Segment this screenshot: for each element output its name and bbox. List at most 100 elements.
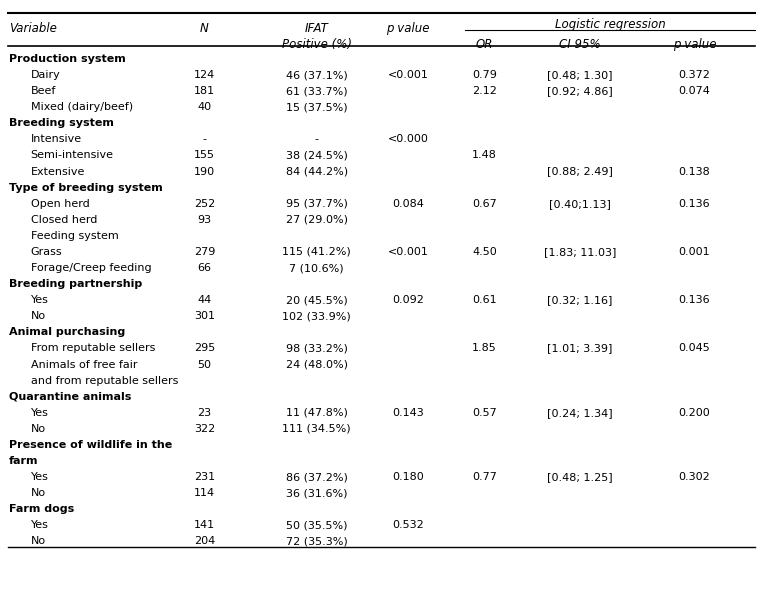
Text: 0.136: 0.136 [678, 295, 710, 305]
Text: 98 (33.2%): 98 (33.2%) [285, 343, 348, 353]
Text: [0.92; 4.86]: [0.92; 4.86] [547, 86, 613, 96]
Text: Breeding system: Breeding system [9, 118, 114, 128]
Text: Production system: Production system [9, 54, 126, 64]
Text: Animals of free fair: Animals of free fair [31, 359, 137, 370]
Text: Positive (%): Positive (%) [282, 38, 352, 51]
Text: 20 (45.5%): 20 (45.5%) [286, 295, 347, 305]
Text: -: - [314, 134, 319, 145]
Text: 84 (44.2%): 84 (44.2%) [285, 167, 348, 176]
Text: 38 (24.5%): 38 (24.5%) [285, 151, 348, 160]
Text: No: No [31, 424, 46, 434]
Text: No: No [31, 488, 46, 498]
Text: [0.24; 1.34]: [0.24; 1.34] [547, 408, 613, 418]
Text: 181: 181 [194, 86, 215, 96]
Text: 66: 66 [198, 263, 211, 273]
Text: 322: 322 [194, 424, 215, 434]
Text: Yes: Yes [31, 295, 48, 305]
Text: 2.12: 2.12 [472, 86, 497, 96]
Text: Presence of wildlife in the: Presence of wildlife in the [9, 440, 172, 450]
Text: 0.074: 0.074 [678, 86, 710, 96]
Text: 50: 50 [198, 359, 211, 370]
Text: Closed herd: Closed herd [31, 215, 97, 225]
Text: -: - [202, 134, 207, 145]
Text: No: No [31, 311, 46, 321]
Text: 0.372: 0.372 [678, 70, 710, 80]
Text: p value: p value [672, 38, 716, 51]
Text: 141: 141 [194, 520, 215, 530]
Text: OR: OR [476, 38, 493, 51]
Text: <0.001: <0.001 [388, 247, 429, 257]
Text: 111 (34.5%): 111 (34.5%) [282, 424, 351, 434]
Text: 61 (33.7%): 61 (33.7%) [286, 86, 347, 96]
Text: No: No [31, 536, 46, 547]
Text: 0.180: 0.180 [392, 472, 424, 482]
Text: Farm dogs: Farm dogs [9, 504, 75, 514]
Text: 0.67: 0.67 [472, 199, 497, 209]
Text: [1.83; 11.03]: [1.83; 11.03] [544, 247, 616, 257]
Text: Variable: Variable [9, 22, 57, 35]
Text: and from reputable sellers: and from reputable sellers [31, 376, 178, 386]
Text: [0.32; 1.16]: [0.32; 1.16] [547, 295, 613, 305]
Text: 115 (41.2%): 115 (41.2%) [282, 247, 351, 257]
Text: 86 (37.2%): 86 (37.2%) [285, 472, 348, 482]
Text: [1.01; 3.39]: [1.01; 3.39] [547, 343, 613, 353]
Text: 36 (31.6%): 36 (31.6%) [286, 488, 347, 498]
Text: Yes: Yes [31, 520, 48, 530]
Text: 0.138: 0.138 [678, 167, 710, 176]
Text: farm: farm [9, 456, 39, 466]
Text: Extensive: Extensive [31, 167, 85, 176]
Text: p value: p value [386, 22, 430, 35]
Text: 0.001: 0.001 [678, 247, 710, 257]
Text: Forage/Creep feeding: Forage/Creep feeding [31, 263, 151, 273]
Text: 27 (29.0%): 27 (29.0%) [285, 215, 348, 225]
Text: Beef: Beef [31, 86, 56, 96]
Text: Breeding partnership: Breeding partnership [9, 279, 143, 289]
Text: Feeding system: Feeding system [31, 231, 118, 241]
Text: 15 (37.5%): 15 (37.5%) [286, 102, 347, 112]
Text: 231: 231 [194, 472, 215, 482]
Text: CI 95%: CI 95% [559, 38, 600, 51]
Text: 1.48: 1.48 [472, 151, 497, 160]
Text: 252: 252 [194, 199, 215, 209]
Text: [0.48; 1.25]: [0.48; 1.25] [547, 472, 613, 482]
Text: 0.77: 0.77 [472, 472, 497, 482]
Text: 95 (37.7%): 95 (37.7%) [285, 199, 348, 209]
Text: Yes: Yes [31, 408, 48, 418]
Text: 0.084: 0.084 [392, 199, 424, 209]
Text: From reputable sellers: From reputable sellers [31, 343, 155, 353]
Text: 204: 204 [194, 536, 215, 547]
Text: 190: 190 [194, 167, 215, 176]
Text: 279: 279 [194, 247, 215, 257]
Text: 44: 44 [198, 295, 211, 305]
Text: 93: 93 [198, 215, 211, 225]
Text: Logistic regression: Logistic regression [555, 18, 666, 31]
Text: 11 (47.8%): 11 (47.8%) [285, 408, 348, 418]
Text: 114: 114 [194, 488, 215, 498]
Text: [0.88; 2.49]: [0.88; 2.49] [547, 167, 613, 176]
Text: [0.40;1.13]: [0.40;1.13] [549, 199, 611, 209]
Text: Type of breeding system: Type of breeding system [9, 182, 163, 193]
Text: [0.48; 1.30]: [0.48; 1.30] [547, 70, 613, 80]
Text: 301: 301 [194, 311, 215, 321]
Text: 72 (35.3%): 72 (35.3%) [286, 536, 347, 547]
Text: Dairy: Dairy [31, 70, 60, 80]
Text: 0.61: 0.61 [472, 295, 497, 305]
Text: Quarantine animals: Quarantine animals [9, 392, 131, 401]
Text: 124: 124 [194, 70, 215, 80]
Text: 0.136: 0.136 [678, 199, 710, 209]
Text: 24 (48.0%): 24 (48.0%) [285, 359, 348, 370]
Text: 295: 295 [194, 343, 215, 353]
Text: Mixed (dairy/beef): Mixed (dairy/beef) [31, 102, 133, 112]
Text: <0.001: <0.001 [388, 70, 429, 80]
Text: 7 (10.6%): 7 (10.6%) [289, 263, 344, 273]
Text: 0.302: 0.302 [678, 472, 710, 482]
Text: 0.57: 0.57 [472, 408, 497, 418]
Text: 1.85: 1.85 [472, 343, 497, 353]
Text: Semi-intensive: Semi-intensive [31, 151, 114, 160]
Text: 4.50: 4.50 [472, 247, 497, 257]
Text: 50 (35.5%): 50 (35.5%) [286, 520, 347, 530]
Text: 0.532: 0.532 [392, 520, 424, 530]
Text: Grass: Grass [31, 247, 62, 257]
Text: Animal purchasing: Animal purchasing [9, 328, 125, 337]
Text: 102 (33.9%): 102 (33.9%) [282, 311, 351, 321]
